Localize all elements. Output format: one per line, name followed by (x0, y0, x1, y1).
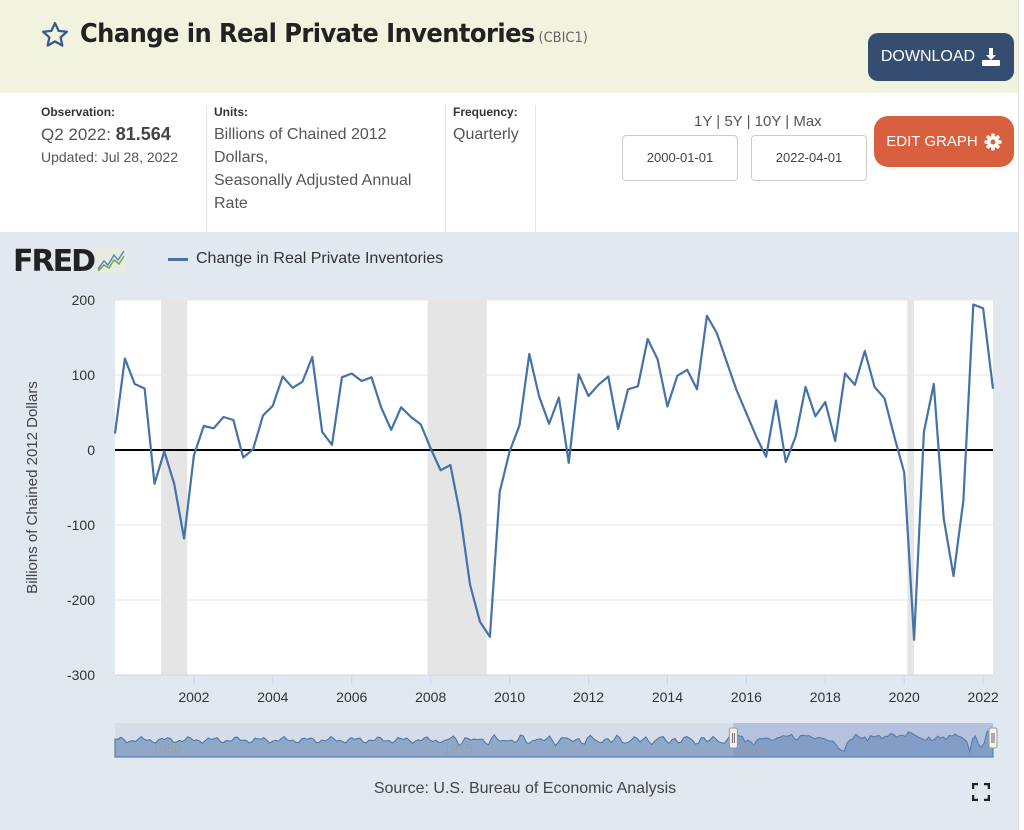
units-line: Rate (214, 195, 248, 212)
y-tick-label: -300 (67, 667, 95, 683)
divider (445, 105, 446, 232)
navigator-label: 1975 (444, 741, 473, 756)
page-title: Change in Real Private Inventories (CBIC1… (80, 19, 588, 49)
legend-swatch (168, 257, 188, 261)
observation-value: 81.564 (115, 124, 171, 144)
edit-graph-button[interactable]: EDIT GRAPH (874, 116, 1014, 167)
frequency-block: Frequency: Quarterly (453, 105, 519, 232)
x-tick-label: 2020 (889, 689, 920, 705)
recession-band (907, 300, 915, 675)
star-favorite-icon[interactable] (40, 20, 70, 50)
series-line (113, 303, 995, 641)
navigator-handle[interactable] (988, 727, 998, 749)
y-tick-label: 200 (72, 292, 96, 308)
line-chart: 200 100 0 -100 -200 -300 2002 2004 2006 2008 2010 2… (24, 292, 999, 758)
updated-date: Updated: Jul 28, 2022 (41, 149, 178, 165)
navigator-label: 1950 (152, 741, 181, 756)
start-date-input[interactable]: 2000-01-01 (622, 135, 738, 181)
range-1y[interactable]: 1Y (694, 113, 713, 130)
divider (535, 105, 536, 232)
observation-period: Q2 2022: (41, 125, 111, 144)
range-sep: | (716, 113, 721, 130)
frequency-value: Quarterly (453, 126, 519, 143)
units-label: Units: (214, 105, 248, 119)
units-line: Dollars, (214, 149, 269, 166)
navigator-series (114, 730, 994, 758)
gear-icon (984, 132, 1002, 151)
edit-graph-label: EDIT GRAPH (886, 133, 978, 150)
chart-legend: Change in Real Private Inventories (168, 250, 443, 268)
observation-block: Observation: Q2 2022: 81.564 Updated: Ju… (41, 105, 178, 232)
x-tick-label: 2022 (968, 689, 999, 705)
range-10y[interactable]: 10Y (754, 113, 782, 130)
range-sep: | (785, 113, 790, 130)
y-tick-label: 0 (87, 442, 95, 458)
plot-background (115, 300, 993, 675)
series-title: Change in Real Private Inventories (80, 19, 535, 49)
download-label: DOWNLOAD (880, 48, 976, 65)
navigator-label: 2000 (735, 741, 764, 756)
chart-container: FRED Change in Real Private Inventories … (0, 232, 1018, 830)
observation-label: Observation: (41, 105, 116, 119)
fred-logo-text: FRED (13, 244, 96, 279)
divider (206, 105, 207, 232)
x-tick-label: 2010 (494, 689, 525, 705)
series-info: Observation: Q2 2022: 81.564 Updated: Ju… (0, 93, 1018, 232)
x-tick-label: 2014 (652, 689, 683, 705)
x-tick-label: 2006 (336, 689, 367, 705)
frequency-label: Frequency: (453, 105, 518, 119)
navigator-handle[interactable] (728, 727, 738, 749)
fred-chart-icon (96, 247, 126, 273)
range-sep: | (746, 113, 751, 130)
navigator-selection (733, 723, 993, 757)
fred-logo: FRED (13, 244, 126, 279)
y-tick-label: 100 (72, 367, 96, 383)
end-date-input[interactable]: 2022-04-01 (751, 135, 867, 181)
units-line: Billions of Chained 2012 (214, 126, 387, 143)
recession-band (427, 300, 487, 675)
x-tick-label: 2008 (415, 689, 446, 705)
scrollbar-edge (1018, 0, 1024, 830)
units-line: Seasonally Adjusted Annual (214, 172, 412, 189)
x-tick-label: 2018 (810, 689, 841, 705)
x-tick-label: 2002 (178, 689, 209, 705)
series-header: Change in Real Private Inventories (CBIC1… (0, 0, 1018, 93)
download-icon (982, 48, 1001, 66)
download-button[interactable]: DOWNLOAD (868, 33, 1014, 81)
x-tick-label: 2004 (257, 689, 288, 705)
source-note: Source: U.S. Bureau of Economic Analysis (373, 780, 677, 797)
legend-label: Change in Real Private Inventories (196, 250, 444, 267)
series-id: (CBIC1) (538, 30, 588, 46)
fullscreen-icon[interactable] (972, 783, 990, 801)
x-tick-label: 2016 (731, 689, 762, 705)
range-links: 1Y | 5Y | 10Y | Max (694, 113, 822, 130)
units-block: Units: Billions of Chained 2012 Dollars,… (214, 105, 411, 232)
y-axis-label: Billions of Chained 2012 Dollars (24, 381, 41, 594)
range-5y[interactable]: 5Y (724, 113, 743, 130)
x-tick-label: 2012 (573, 689, 604, 705)
range-max[interactable]: Max (793, 113, 822, 130)
y-tick-label: -100 (67, 517, 95, 533)
y-tick-label: -200 (67, 592, 95, 608)
